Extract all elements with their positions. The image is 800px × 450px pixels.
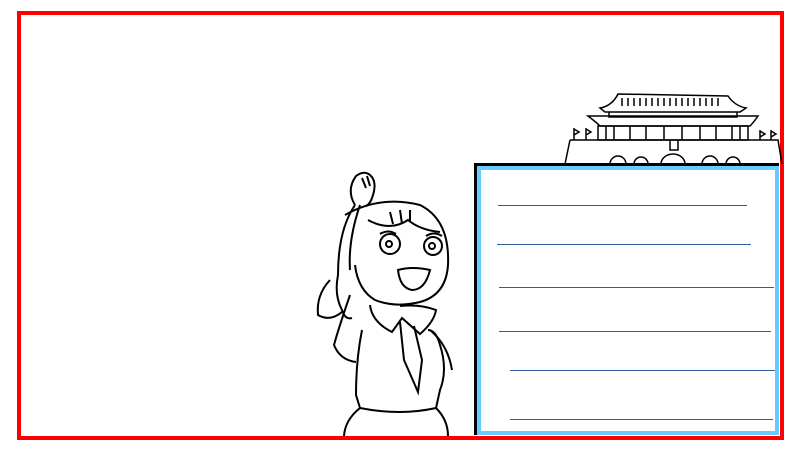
- saluting-girl-icon: [316, 171, 453, 437]
- writing-box-border: [477, 166, 779, 435]
- ruled-line: [510, 419, 773, 420]
- ruled-line: [498, 205, 747, 206]
- writing-box: [474, 163, 779, 435]
- ruled-line: [510, 370, 775, 371]
- tiananmen-gate-icon: [564, 93, 783, 165]
- ruled-line: [499, 331, 771, 332]
- ruled-line: [499, 287, 774, 288]
- page-frame: [17, 11, 784, 440]
- ruled-line: [497, 244, 751, 245]
